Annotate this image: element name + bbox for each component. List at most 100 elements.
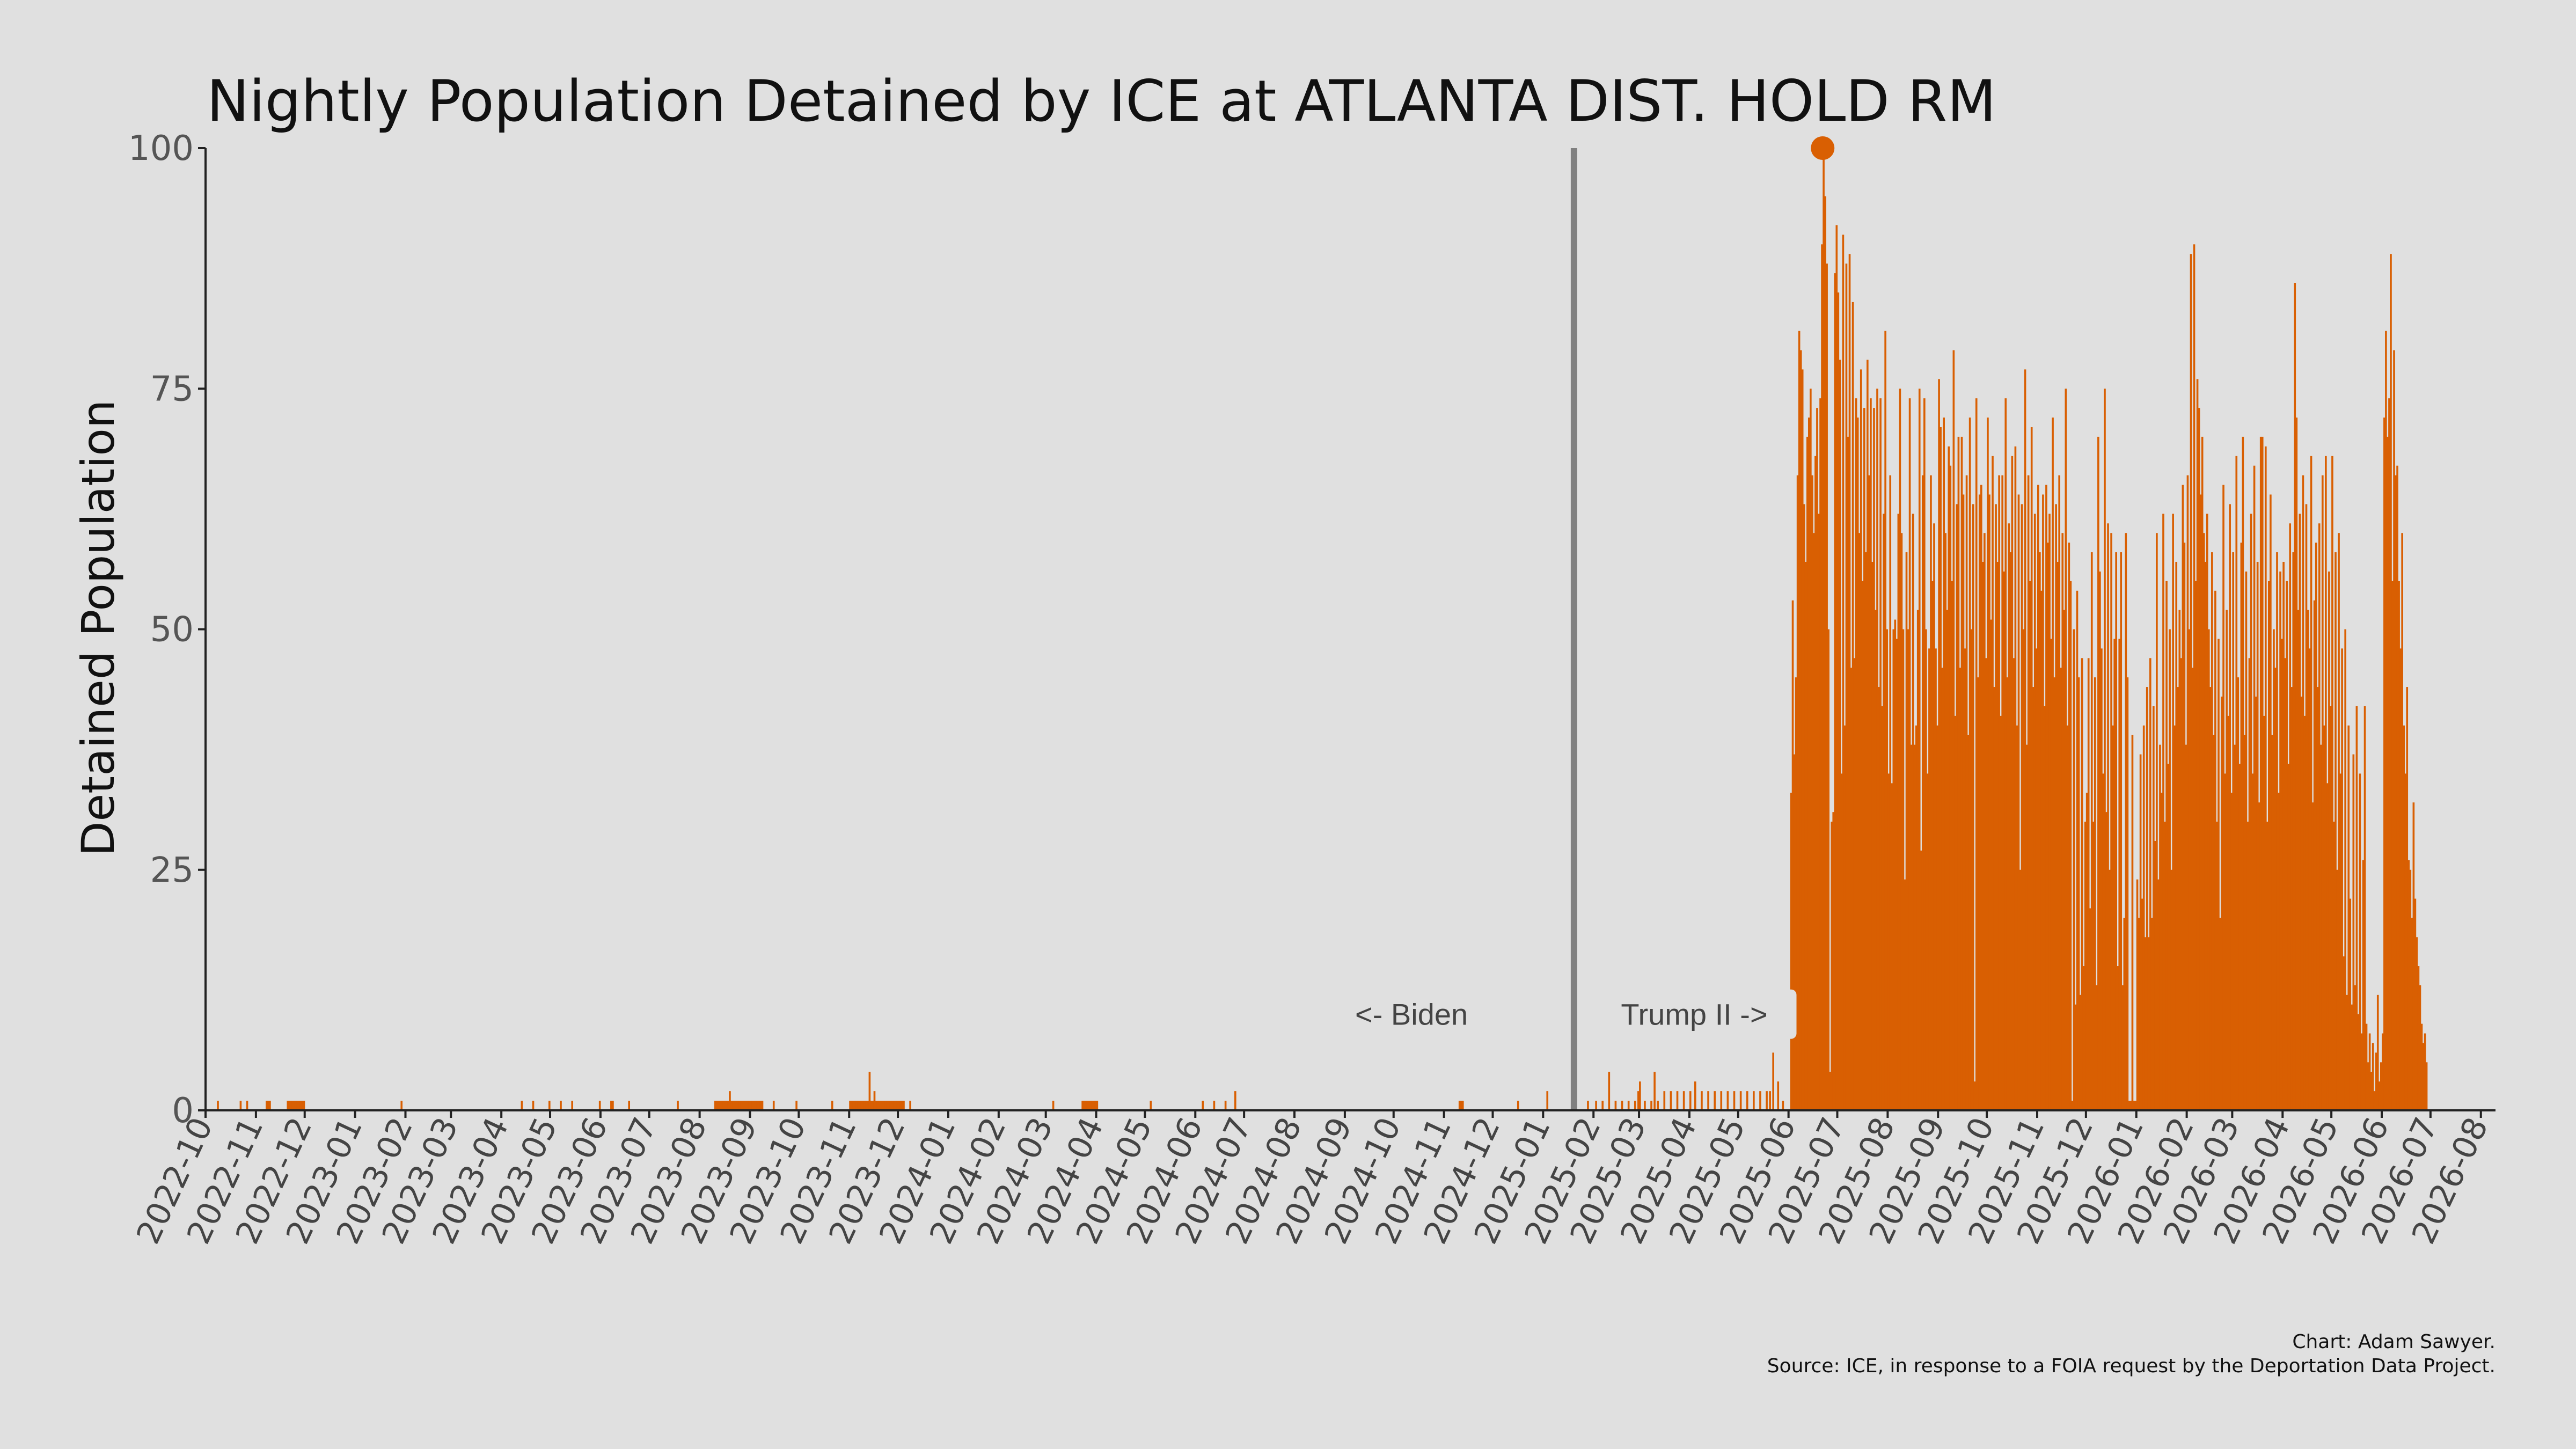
bar-2026-03-29	[2278, 793, 2280, 1110]
bar-2026-04-15	[2305, 504, 2308, 1111]
bar-2024-05-04	[1150, 1101, 1152, 1110]
bar-2025-12-31	[2134, 1101, 2137, 1110]
bar-2025-07-20	[1868, 475, 1870, 1110]
bar-2025-11-25	[2076, 590, 2079, 1110]
bar-2026-02-11	[2202, 533, 2205, 1111]
bar-2022-11-08	[267, 1101, 269, 1110]
bar-2023-12-03	[901, 1101, 903, 1110]
bar-2022-11-22	[290, 1101, 292, 1110]
bar-2023-11-18	[876, 1101, 879, 1110]
bar-2026-01-25	[2175, 561, 2178, 1110]
bar-2024-06-12	[1213, 1101, 1216, 1110]
bar-2026-01-10	[2150, 918, 2153, 1110]
bar-2026-05-06	[2339, 773, 2341, 1110]
bar-2025-08-03	[1891, 783, 1893, 1110]
bar-2026-02-21	[2219, 918, 2221, 1110]
bar-2025-06-29	[1834, 273, 1836, 1111]
bar-2026-03-30	[2279, 571, 2281, 1110]
bar-2023-11-12	[867, 1101, 869, 1110]
bar-2025-11-20	[2068, 543, 2070, 1110]
bar-2025-05-02	[1739, 1091, 1742, 1110]
bar-2023-06-08	[612, 1101, 614, 1110]
bar-2026-06-07	[2391, 581, 2394, 1110]
bar-2025-11-04	[2042, 494, 2044, 1110]
bar-2025-08-02	[1889, 475, 1892, 1110]
bar-2023-11-23	[884, 1101, 887, 1110]
bar-2024-03-24	[1083, 1101, 1085, 1110]
bar-2025-11-26	[2077, 677, 2080, 1110]
bar-2025-01-03	[1546, 1091, 1549, 1110]
bar-2026-01-24	[2174, 725, 2176, 1110]
bar-2023-12-08	[909, 1101, 911, 1110]
bar-2022-11-27	[298, 1101, 301, 1110]
bar-2025-09-24	[1975, 398, 1978, 1111]
bar-2025-10-02	[1988, 494, 1990, 1110]
bar-2023-08-15	[722, 1101, 724, 1110]
bar-2026-05-11	[2347, 725, 2350, 1110]
bar-2024-11-10	[1458, 1101, 1461, 1110]
bar-2025-12-18	[2113, 639, 2116, 1110]
bar-2022-11-29	[301, 1101, 304, 1110]
bar-2025-04-12	[1707, 1091, 1709, 1110]
bar-2022-10-22	[239, 1101, 242, 1110]
bar-2026-02-22	[2221, 697, 2223, 1110]
bar-2025-12-26	[2126, 677, 2129, 1110]
bar-2025-11-16	[2061, 533, 2064, 1111]
bar-2025-10-10	[2001, 475, 2003, 1110]
bar-2025-11-09	[2050, 639, 2052, 1110]
bar-2025-07-19	[1867, 360, 1869, 1111]
bar-2026-05-05	[2338, 533, 2340, 1111]
bar-2025-12-24	[2123, 918, 2126, 1110]
bar-2023-08-21	[732, 1101, 734, 1110]
bar-2026-01-18	[2164, 822, 2166, 1110]
bar-2026-04-02	[2284, 658, 2286, 1110]
bar-2025-07-30	[1884, 331, 1886, 1111]
bar-2026-04-08	[2294, 283, 2296, 1110]
bar-2026-01-17	[2162, 514, 2164, 1110]
bar-2026-03-20	[2263, 715, 2265, 1110]
bar-2023-08-27	[742, 1101, 744, 1110]
bar-2025-12-20	[2117, 966, 2119, 1110]
bar-2025-01-28	[1587, 1101, 1589, 1110]
bar-2026-03-09	[2245, 571, 2248, 1110]
bar-2026-04-27	[2325, 456, 2327, 1110]
bar-2026-01-28	[2180, 658, 2183, 1110]
bar-2026-03-24	[2270, 494, 2272, 1110]
bar-2025-07-15	[1860, 369, 1862, 1110]
bar-2026-04-09	[2295, 418, 2298, 1110]
bar-2023-11-15	[872, 1101, 874, 1110]
bar-2026-02-19	[2216, 822, 2218, 1110]
bar-2026-04-17	[2308, 648, 2311, 1110]
bar-2025-12-23	[2121, 985, 2124, 1110]
bar-2026-05-24	[2368, 1033, 2371, 1110]
bar-2026-06-11	[2398, 581, 2400, 1110]
bar-2025-08-08	[1899, 389, 1901, 1110]
bar-2025-10-01	[1987, 418, 1989, 1110]
bar-2024-03-28	[1089, 1101, 1092, 1110]
bar-2026-06-24	[2419, 985, 2421, 1110]
bar-2023-12-04	[903, 1101, 905, 1110]
bar-2026-02-18	[2214, 590, 2216, 1110]
bar-2026-06-03	[2385, 331, 2387, 1111]
bar-2026-02-04	[2191, 668, 2194, 1110]
bar-2023-11-27	[891, 1101, 894, 1110]
bar-2022-11-28	[299, 1101, 302, 1110]
bar-2025-07-21	[1870, 398, 1872, 1111]
bar-2025-10-14	[2008, 523, 2010, 1110]
bar-2025-04-28	[1733, 1091, 1736, 1110]
bar-2025-08-14	[1908, 398, 1911, 1111]
bar-2023-08-11	[715, 1101, 718, 1110]
bar-2025-06-06	[1796, 475, 1799, 1110]
bar-2026-01-14	[2157, 879, 2160, 1110]
bar-2025-12-15	[2109, 869, 2111, 1110]
bar-2026-04-06	[2290, 687, 2293, 1110]
bar-2023-08-28	[743, 1101, 746, 1110]
bar-2026-03-01	[2232, 552, 2235, 1110]
bar-2025-06-15	[1811, 475, 1813, 1110]
bar-2023-09-05	[756, 1101, 759, 1110]
bar-2023-11-22	[883, 1101, 885, 1110]
bar-2026-02-10	[2201, 436, 2204, 1110]
bar-2025-10-25	[2025, 744, 2028, 1110]
bar-2025-06-20	[1819, 398, 1821, 1111]
bar-2026-05-16	[2355, 706, 2358, 1110]
